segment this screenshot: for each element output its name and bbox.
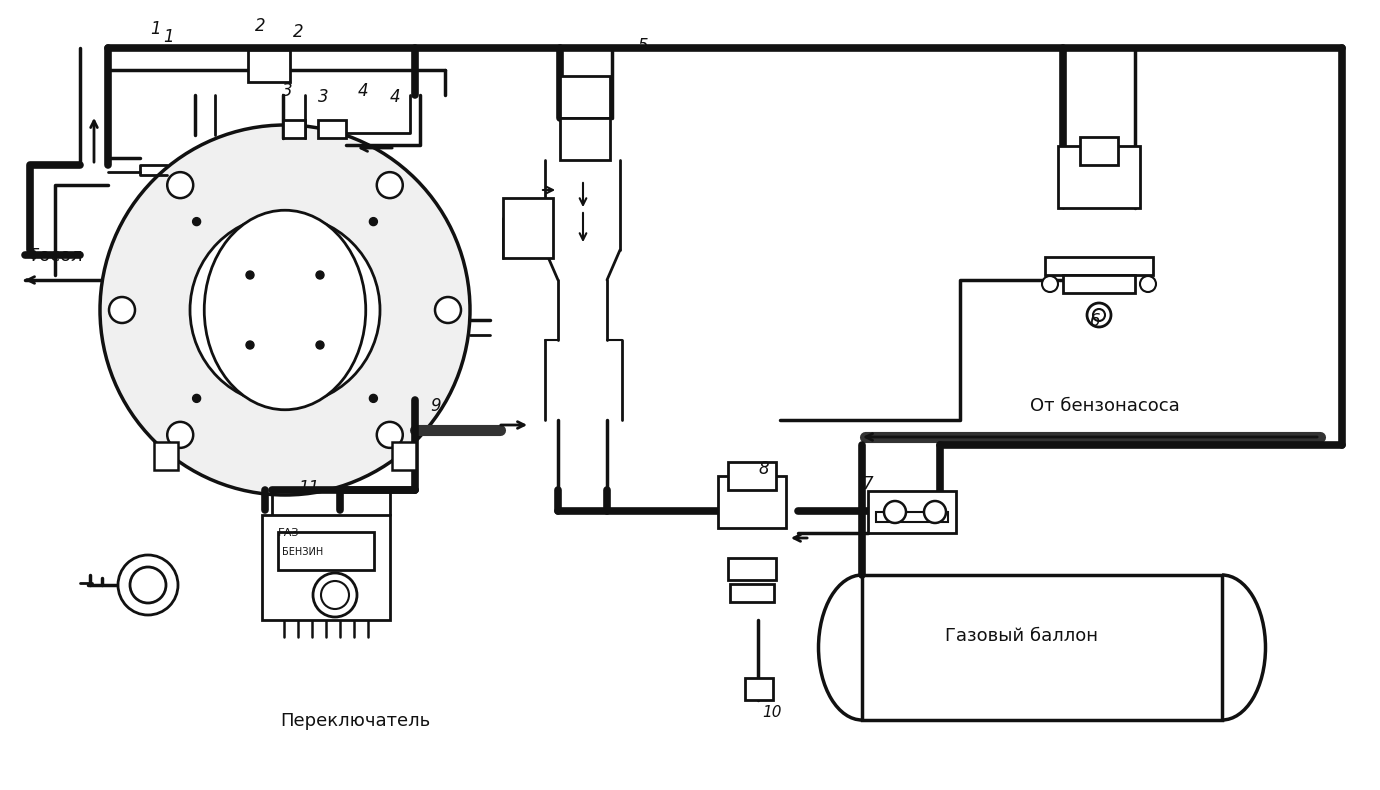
Circle shape [377, 172, 403, 198]
Circle shape [119, 555, 178, 615]
Circle shape [193, 217, 200, 226]
Circle shape [435, 297, 461, 323]
Bar [1081, 137, 1118, 165]
Circle shape [167, 172, 193, 198]
Circle shape [246, 341, 254, 349]
Circle shape [316, 271, 324, 279]
Text: 2: 2 [255, 17, 265, 35]
Circle shape [370, 394, 377, 402]
Bar [730, 584, 774, 602]
Circle shape [167, 422, 193, 448]
Bar [502, 198, 553, 258]
Text: 8: 8 [758, 460, 769, 478]
Bar [1058, 146, 1140, 208]
Circle shape [322, 581, 349, 609]
Bar [868, 491, 956, 533]
Circle shape [925, 501, 947, 523]
Circle shape [193, 394, 200, 402]
Text: 9: 9 [431, 397, 440, 415]
Bar [317, 120, 346, 138]
Circle shape [1087, 303, 1111, 327]
Bar [718, 476, 787, 528]
Text: 5: 5 [638, 37, 649, 55]
Bar [1045, 257, 1154, 275]
Circle shape [1140, 276, 1156, 292]
Circle shape [109, 297, 135, 323]
Circle shape [313, 573, 357, 617]
Bar [392, 442, 415, 470]
Bar [745, 678, 773, 700]
Text: 10: 10 [762, 705, 781, 720]
Circle shape [99, 125, 471, 495]
Circle shape [246, 271, 254, 279]
Bar [248, 50, 290, 82]
Bar [729, 558, 776, 580]
Bar [862, 575, 1223, 720]
Bar [283, 120, 305, 138]
Bar [560, 76, 610, 118]
Text: 11: 11 [298, 479, 319, 497]
Circle shape [885, 501, 907, 523]
Circle shape [1093, 309, 1105, 321]
Bar [1063, 275, 1134, 293]
Ellipse shape [204, 210, 366, 410]
Circle shape [190, 215, 380, 405]
Text: 1: 1 [163, 28, 174, 46]
Text: Тосол: Тосол [28, 247, 83, 265]
Bar [155, 442, 178, 470]
Bar [876, 512, 948, 522]
Bar [560, 118, 610, 160]
Text: 7: 7 [862, 475, 872, 493]
Bar [262, 515, 391, 620]
Text: От бензонасоса: От бензонасоса [1029, 397, 1180, 415]
Circle shape [370, 217, 377, 226]
Text: ГАЗ: ГАЗ [277, 528, 299, 538]
Text: 4: 4 [391, 88, 400, 106]
Text: 3: 3 [282, 82, 293, 100]
Circle shape [1042, 276, 1058, 292]
Text: 2: 2 [293, 23, 304, 41]
Circle shape [316, 341, 324, 349]
Text: 3: 3 [317, 88, 328, 106]
Text: 4: 4 [357, 82, 368, 100]
Text: БЕНЗИН: БЕНЗИН [282, 547, 323, 557]
Circle shape [377, 422, 403, 448]
Text: Газовый баллон: Газовый баллон [945, 627, 1098, 645]
Circle shape [130, 567, 166, 603]
Text: 6: 6 [1090, 312, 1101, 330]
Text: Переключатель: Переключатель [280, 712, 431, 730]
Text: 1: 1 [150, 20, 160, 38]
Bar [277, 532, 374, 570]
Bar [729, 462, 776, 490]
